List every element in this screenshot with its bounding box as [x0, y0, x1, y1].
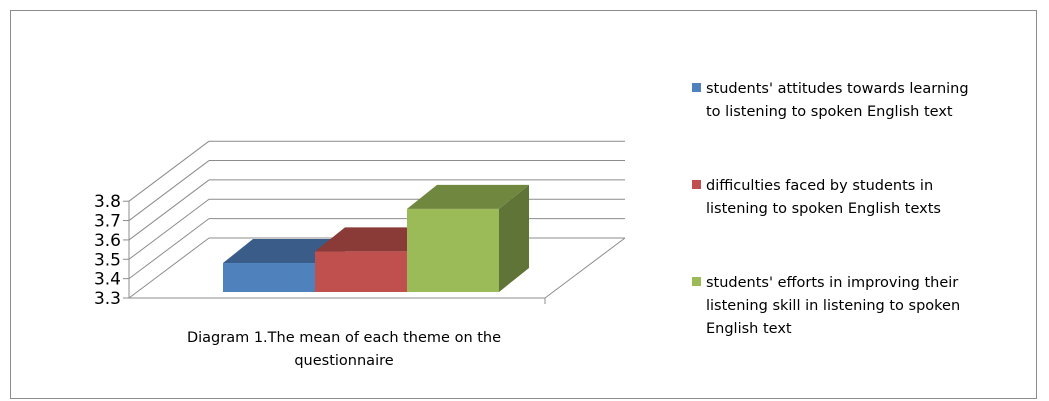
y-tick-label: 3.5	[94, 250, 121, 270]
chart-frame: 3.3 3.4 3.5 3.6 3.7 3.8 Diagram 1.The mean of…	[10, 10, 1037, 399]
y-tick-label: 3.7	[94, 212, 121, 232]
grid-layer	[123, 140, 626, 304]
gridline-side	[128, 218, 210, 280]
y-axis-ticks: 3.33.43.53.63.73.8	[94, 192, 121, 309]
caption-line: Diagram 1.The mean of each theme on the	[187, 330, 501, 346]
legend-label: listening to spoken English texts	[706, 201, 941, 217]
legend-label: English text	[706, 321, 792, 337]
bar	[315, 251, 407, 292]
bar-top	[407, 184, 529, 209]
bar-top	[223, 239, 345, 264]
legend-label: difficulties faced by students in	[706, 178, 933, 194]
bars	[223, 184, 529, 292]
bar-side	[499, 184, 529, 292]
y-tick-label: 3.8	[94, 192, 121, 212]
legend-swatch	[692, 83, 701, 92]
legend-label: students' efforts in improving their	[706, 275, 958, 291]
legend-label: to listening to spoken English text	[706, 104, 953, 120]
y-tick-label: 3.3	[94, 289, 121, 309]
chart-caption: Diagram 1.The mean of each theme on the q…	[187, 330, 501, 369]
gridline-side	[128, 179, 210, 241]
gridline-side	[128, 140, 210, 202]
bar-top	[315, 227, 437, 252]
y-tick-label: 3.4	[94, 270, 121, 290]
gridline-side	[128, 237, 210, 299]
bar	[223, 263, 315, 292]
legend: students' attitudes towards learning to l…	[692, 81, 969, 337]
gridline-side	[128, 160, 210, 221]
legend-swatch	[692, 277, 701, 286]
caption-line: questionnaire	[294, 353, 393, 369]
legend-swatch	[692, 180, 701, 189]
y-tick-label: 3.6	[94, 231, 121, 251]
chart-svg: 3.33.43.53.63.73.8 Diagram 1.The mean of…	[94, 81, 969, 369]
gridline-side	[128, 198, 210, 260]
bar	[407, 208, 499, 292]
floor-right-edge	[544, 237, 626, 299]
legend-label: listening skill in listening to spoken	[706, 298, 960, 314]
legend-label: students' attitudes towards learning	[706, 81, 969, 97]
